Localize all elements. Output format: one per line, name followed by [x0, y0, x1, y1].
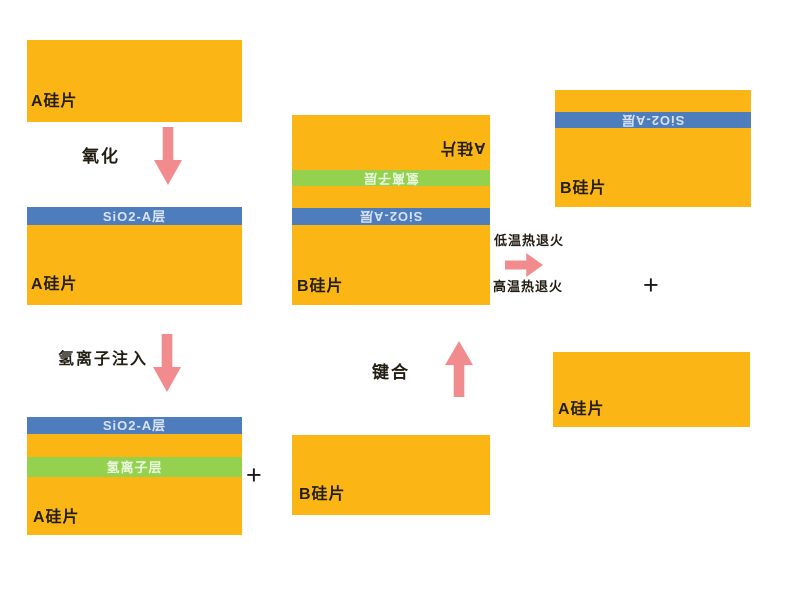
wafer-a-label: A硅片 [558, 401, 605, 418]
down-arrow-icon [153, 334, 181, 392]
oxide-layer: SiO2-A层 [292, 208, 490, 225]
bonded-stack-block: A硅片 氢离子层 SiO2-A层 B硅片 [292, 115, 490, 305]
wafer-a-label: A硅片 [31, 93, 78, 110]
oxidized-wafer-a-block: SiO2-A层 A硅片 [27, 207, 242, 305]
step-label-bonding: 键合 [372, 363, 410, 382]
hydrogen-layer-label: 氢离子层 [106, 459, 163, 475]
hydrogen-ion-layer: 氢离子层 [292, 170, 490, 186]
flipped-wafer-a-label: A硅片 [439, 139, 486, 156]
oxide-layer-label: SiO2-A层 [102, 418, 167, 433]
plus-sign: + [246, 460, 262, 490]
wafer-a-label: A硅片 [33, 509, 80, 526]
flipped-wafer-a-section: A硅片 [292, 115, 490, 170]
flipped-oxide-layer-label: SiO2-A层 [359, 209, 423, 224]
flipped-hydrogen-layer-label: 氢离子层 [362, 170, 419, 186]
plus-sign: + [643, 270, 659, 300]
wafer-a-label: A硅片 [31, 276, 78, 293]
silicon-film-layer [292, 186, 490, 208]
wafer-b-label: B硅片 [560, 180, 607, 197]
step-label-ion-implant: 氢离子注入 [58, 351, 149, 368]
hydrogen-ion-layer: 氢离子层 [27, 457, 242, 477]
flipped-oxide-layer-label: SiO2-A层 [621, 112, 685, 128]
oxide-layer: SiO2-A层 [27, 417, 242, 434]
up-arrow-icon [445, 341, 473, 397]
right-arrow-icon [505, 253, 543, 277]
wafer-b-label: B硅片 [297, 278, 344, 295]
split-wafer-a-block: A硅片 [553, 352, 750, 427]
step-label-oxidation: 氧化 [82, 147, 120, 166]
step-label-high-temp-anneal: 高温热退火 [493, 279, 564, 294]
wafer-b-block: B硅片 [292, 435, 490, 515]
wafer-b-label: B硅片 [299, 486, 346, 503]
transferred-silicon-layer [555, 90, 751, 112]
oxide-layer-label: SiO2-A层 [102, 208, 167, 224]
silicon-film-layer [27, 434, 242, 457]
soi-result-block: SiO2-A层 B硅片 [555, 90, 751, 207]
oxide-layer: SiO2-A层 [27, 207, 242, 225]
step-label-low-temp-anneal: 低温热退火 [494, 233, 565, 248]
wafer-a-initial-block: A硅片 [27, 40, 242, 122]
down-arrow-icon [154, 127, 182, 185]
oxide-layer: SiO2-A层 [555, 112, 751, 128]
implanted-wafer-a-block: SiO2-A层 氢离子层 A硅片 [27, 417, 242, 535]
